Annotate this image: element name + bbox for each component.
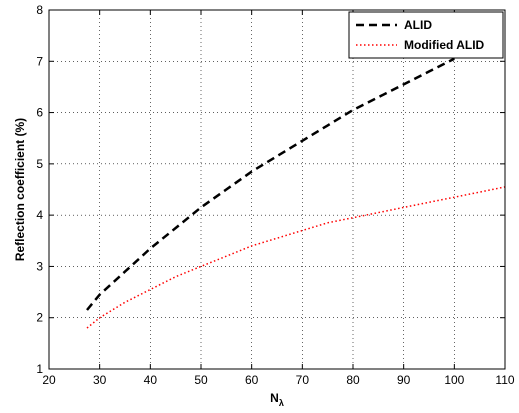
series-line-modified-alid (86, 186, 506, 329)
x-axis-label-subscript: λ (279, 398, 284, 408)
legend-box (348, 11, 504, 59)
y-tick-label: 8 (36, 3, 43, 17)
x-tick-label: 110 (495, 373, 514, 387)
x-tick-label: 80 (346, 373, 360, 387)
x-tick-labels: 20 30 40 50 60 70 80 90 100 110 (42, 373, 515, 387)
x-tick-label: 20 (42, 373, 56, 387)
x-tick-label: 90 (397, 373, 411, 387)
y-tick-label: 4 (36, 208, 43, 222)
x-axis-label: Nλ (270, 391, 284, 408)
y-tick-labels: 1 2 3 4 5 6 7 8 (36, 3, 43, 376)
legend: ALID Modified ALID (348, 11, 504, 59)
x-axis-label-main: N (270, 391, 279, 405)
x-tick-label: 40 (144, 373, 158, 387)
series-line-alid (86, 57, 455, 311)
x-tick-label: 30 (93, 373, 107, 387)
y-tick-label: 5 (36, 157, 43, 171)
y-tick-label: 7 (36, 54, 43, 68)
grid-lines (49, 10, 505, 369)
series-lines (86, 57, 506, 329)
tick-marks (48, 9, 506, 370)
x-tick-label: 50 (194, 373, 208, 387)
y-tick-label: 2 (36, 311, 43, 325)
x-tick-label: 70 (296, 373, 310, 387)
plot-frame (48, 9, 506, 370)
y-tick-label: 6 (36, 106, 43, 120)
x-tick-label: 60 (245, 373, 259, 387)
legend-label-modified-alid: Modified ALID (404, 38, 485, 52)
y-axis-label: Reflection coefficient (%) (13, 118, 27, 261)
legend-label-alid: ALID (404, 18, 432, 32)
x-tick-label: 100 (444, 373, 464, 387)
y-tick-label: 3 (36, 259, 43, 273)
y-tick-label: 1 (36, 362, 43, 376)
